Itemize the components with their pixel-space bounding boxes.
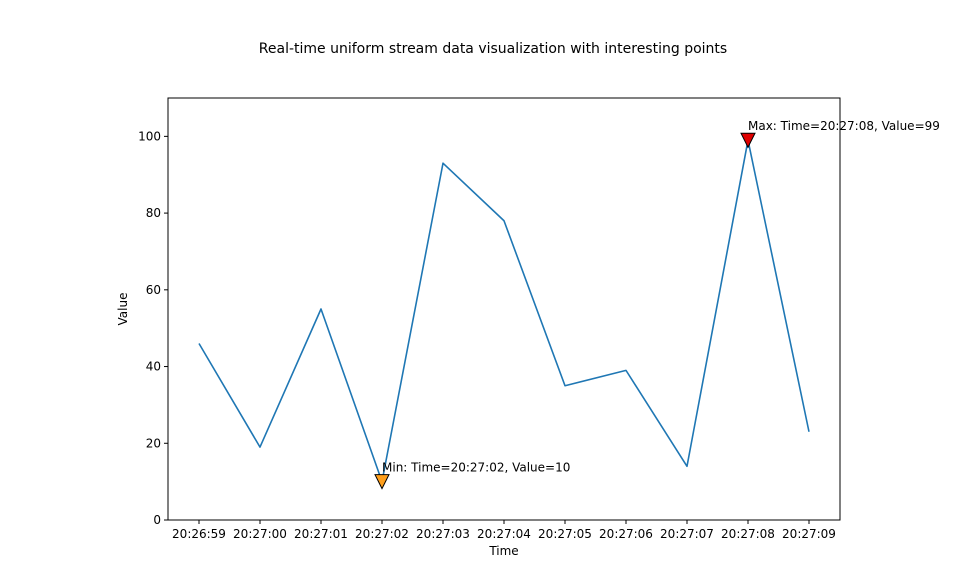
max-marker xyxy=(740,132,756,149)
x-tick-label: 20:27:08 xyxy=(721,527,775,541)
min-annotation-label: Min: Time=20:27:02, Value=10 xyxy=(382,461,570,475)
max-annotation-label: Max: Time=20:27:08, Value=99 xyxy=(748,119,940,133)
x-tick-label: 20:27:03 xyxy=(416,527,470,541)
x-tick-label: 20:27:04 xyxy=(477,527,531,541)
x-tick-label: 20:27:06 xyxy=(599,527,653,541)
x-tick-label: 20:27:09 xyxy=(782,527,836,541)
y-tick-label: 20 xyxy=(146,436,161,450)
annotations: Min: Time=20:27:02, Value=10 Max: Time=20… xyxy=(374,119,940,490)
chart-title: Real-time uniform stream data visualizat… xyxy=(259,41,727,57)
y-tick-label: 100 xyxy=(138,129,161,143)
x-tick-label: 20:26:59 xyxy=(172,527,226,541)
y-axis: 0 20 40 60 80 100 xyxy=(138,129,168,527)
y-tick-label: 40 xyxy=(146,360,161,374)
x-axis-label: Time xyxy=(488,544,518,558)
x-tick-label: 20:27:00 xyxy=(233,527,287,541)
x-axis: 20:26:59 20:27:00 20:27:01 20:27:02 20:27:03… xyxy=(172,520,836,541)
x-tick-label: 20:27:02 xyxy=(355,527,409,541)
y-axis-label: Value xyxy=(116,293,130,326)
y-tick-label: 60 xyxy=(146,283,161,297)
y-tick-label: 80 xyxy=(146,206,161,220)
min-marker xyxy=(374,474,390,490)
x-tick-label: 20:27:01 xyxy=(294,527,348,541)
series-line xyxy=(198,139,810,483)
x-tick-label: 20:27:05 xyxy=(538,527,592,541)
x-tick-label: 20:27:07 xyxy=(660,527,714,541)
y-tick-label: 0 xyxy=(153,513,161,527)
plot-area-frame xyxy=(167,97,841,521)
